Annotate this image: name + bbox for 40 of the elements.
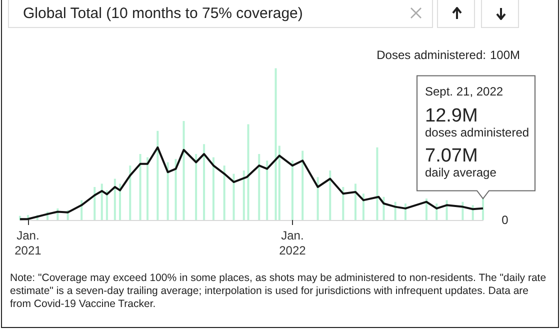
bar [94,187,96,220]
bar [362,194,364,220]
bar [482,198,484,220]
bar [376,147,378,220]
x-tick-label: Jan. 2022 [279,228,306,258]
bar [329,170,332,220]
bar [156,130,159,220]
y-tick-label: 100M [490,48,520,62]
bar [203,144,206,220]
bar [174,158,177,220]
bar [232,174,235,220]
bar [354,184,356,220]
annotation: Sept. 21, 2022 12.9M doses administered 7.07M daily average [425,84,530,180]
bar [118,184,121,220]
bar [247,124,250,220]
bar [114,178,116,220]
bar [425,198,428,220]
bar [342,187,344,220]
bar [302,150,304,220]
bar [266,160,268,220]
bar [316,177,319,220]
bar [274,68,277,220]
y-axis-title: Doses administered: [376,48,486,62]
bar [146,157,149,220]
bar [291,160,294,220]
bar [139,154,142,220]
bar [182,121,185,220]
bar [258,154,260,220]
bar [166,162,169,220]
bar [212,157,214,220]
bar [100,184,103,220]
bar [106,190,108,220]
text: Note: "Coverage may exceed 100% in some places, as shots may be administered to non-residents. The "daily rate estimate" is a seven-day trailing average; interpolation is used for jurisdictions with infrequent updates. Data are from Covid-19 Vaccine Tracker. [10,272,548,311]
bar [242,170,245,220]
bar [195,154,198,220]
bar [129,166,132,220]
bar [223,166,226,220]
x-tick-label: Jan. 2021 [14,228,42,258]
y-tick-label: 0 [502,213,509,227]
chart-title: Global Total (10 months to 75% coverage) [23,5,303,22]
